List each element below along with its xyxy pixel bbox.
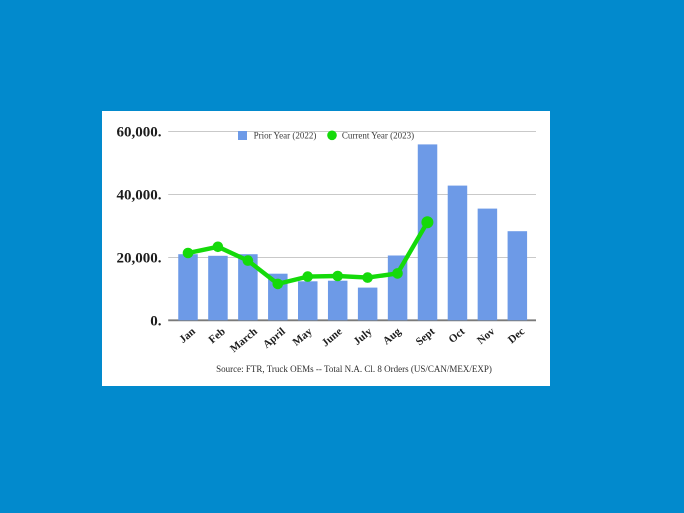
svg-text:20,000.: 20,000. [117,251,162,267]
svg-text:March: March [228,326,260,355]
svg-text:Aug: Aug [381,325,404,347]
svg-text:July: July [351,325,375,347]
svg-text:0.: 0. [150,313,162,329]
svg-text:April: April [261,326,288,351]
svg-text:Source: FTR, Truck OEMs -- Tot: Source: FTR, Truck OEMs -- Total N.A. Cl… [216,364,492,374]
svg-text:June: June [320,326,345,350]
svg-text:Sept: Sept [414,325,438,348]
svg-text:Oct: Oct [447,325,468,345]
svg-text:Current Year (2023): Current Year (2023) [342,131,414,141]
svg-text:60,000.: 60,000. [117,125,162,141]
svg-text:Dec: Dec [506,326,527,347]
svg-text:Jan: Jan [177,326,198,346]
svg-text:Nov: Nov [475,325,498,347]
svg-text:Feb: Feb [207,326,228,347]
svg-text:Prior Year (2022): Prior Year (2022) [254,131,317,141]
svg-text:40,000.: 40,000. [117,188,162,204]
svg-text:May: May [291,325,315,348]
